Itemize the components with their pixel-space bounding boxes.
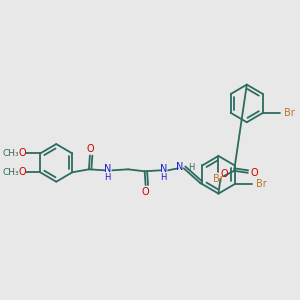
Text: Br: Br xyxy=(284,108,295,118)
Text: CH₃: CH₃ xyxy=(2,149,19,158)
Text: O: O xyxy=(142,187,149,197)
Text: O: O xyxy=(86,143,94,154)
Text: N: N xyxy=(160,164,167,174)
Text: Br: Br xyxy=(256,179,266,189)
Text: H: H xyxy=(104,173,111,182)
Text: O: O xyxy=(19,167,26,177)
Text: H: H xyxy=(188,163,194,172)
Text: CH₃: CH₃ xyxy=(2,168,19,177)
Text: N: N xyxy=(104,164,111,174)
Text: Br: Br xyxy=(213,174,224,184)
Text: O: O xyxy=(220,169,228,179)
Text: H: H xyxy=(160,173,166,182)
Text: O: O xyxy=(251,168,258,178)
Text: O: O xyxy=(19,148,26,158)
Text: N: N xyxy=(176,162,184,172)
